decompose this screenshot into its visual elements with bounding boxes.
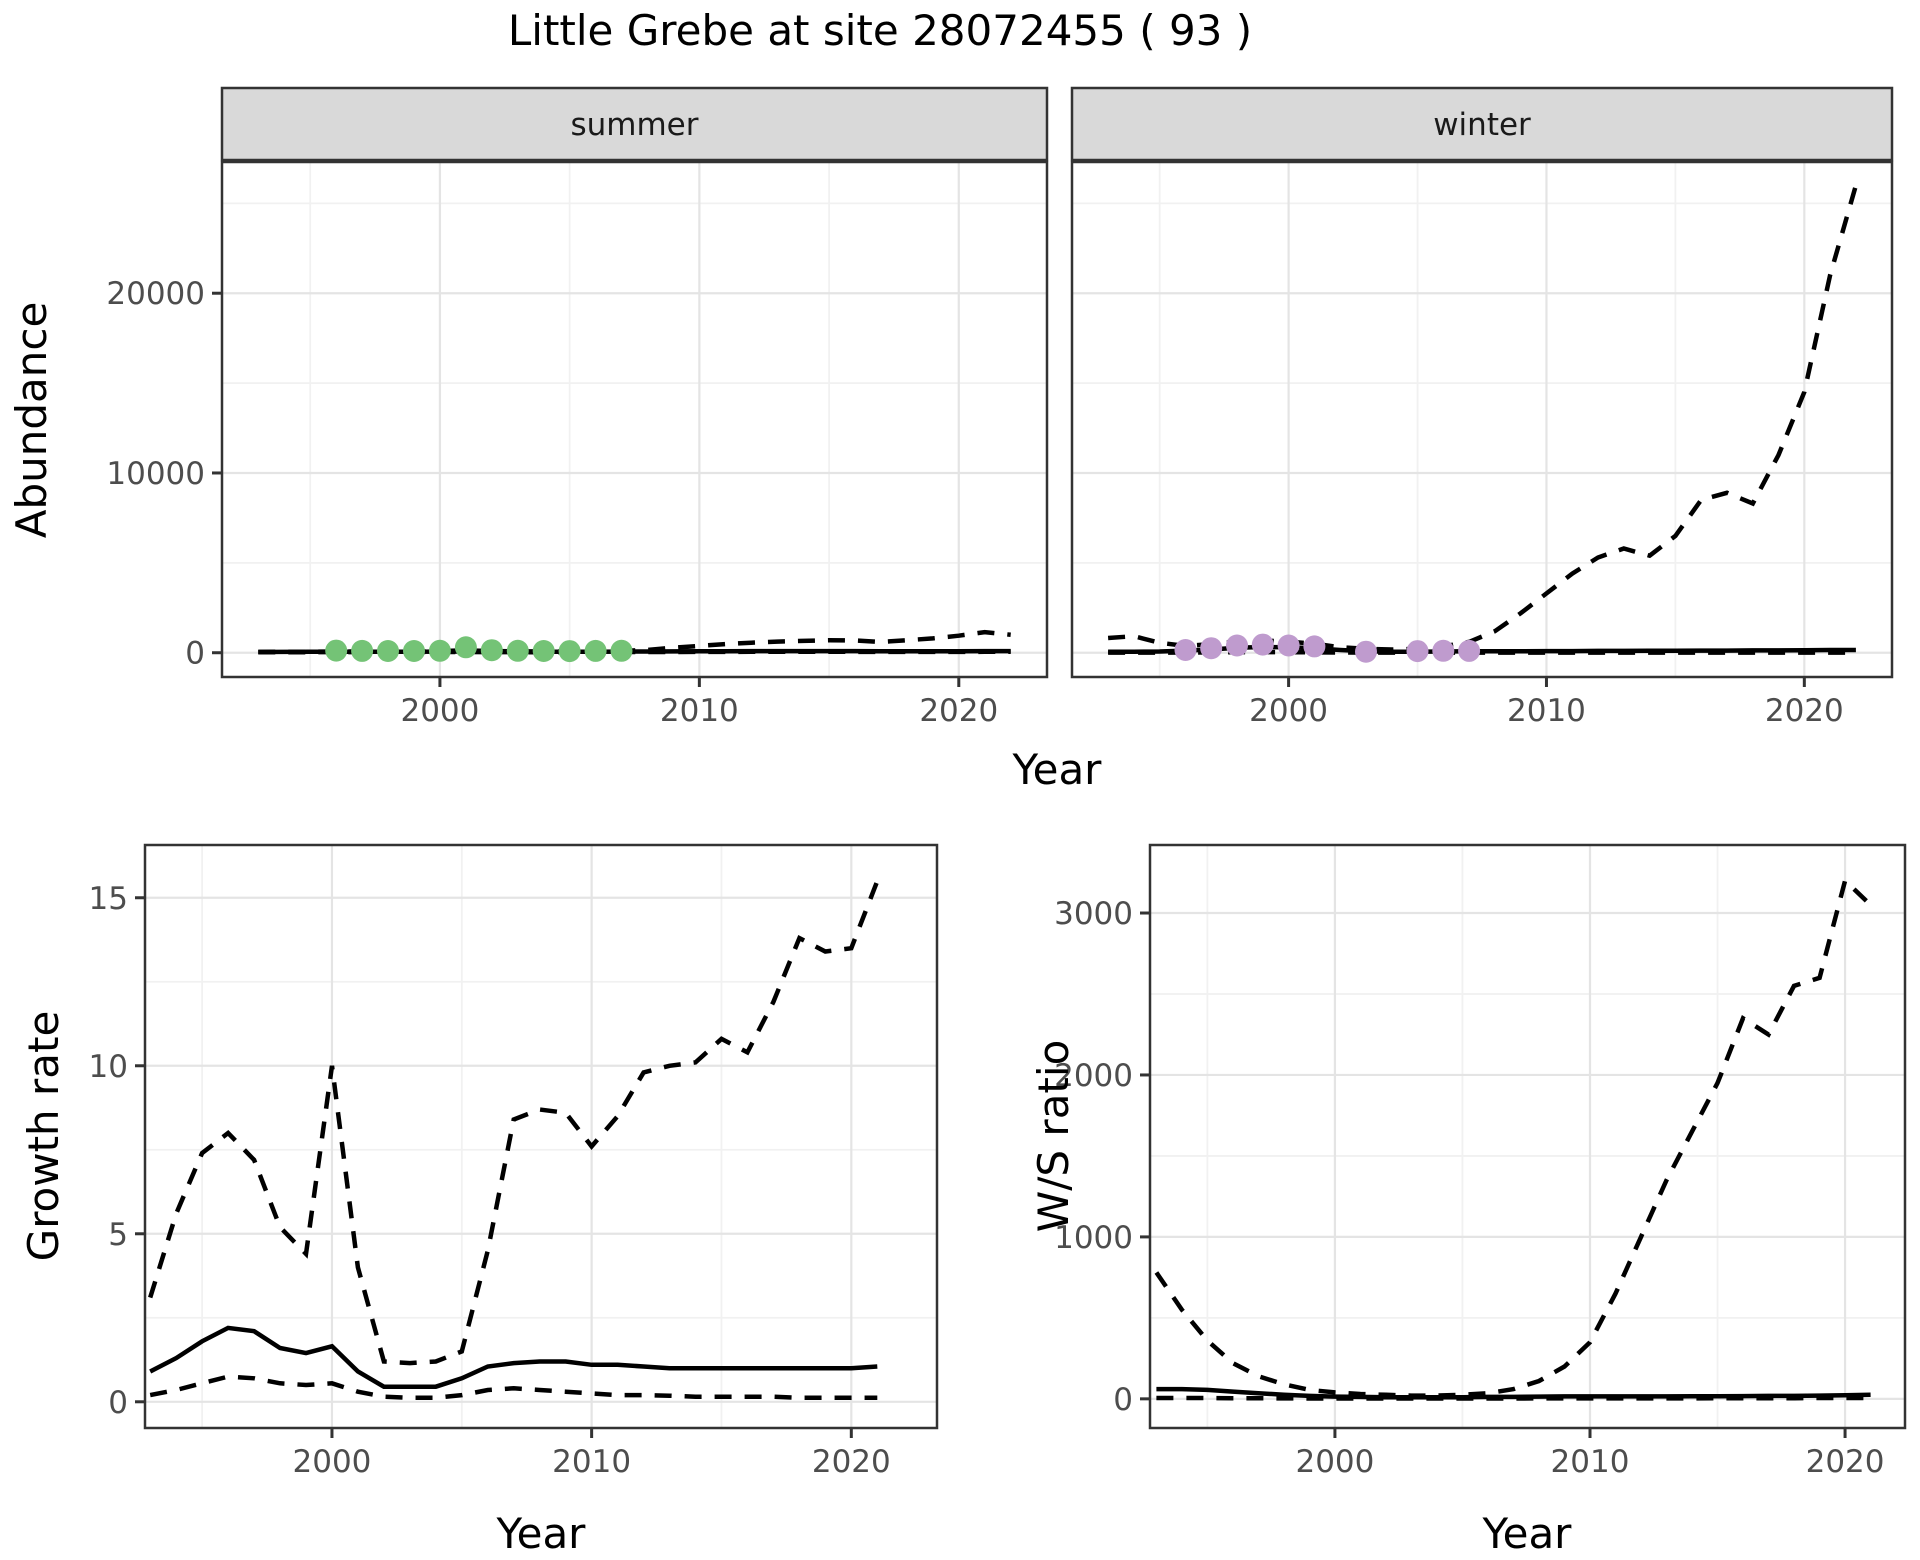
y-tick-label: 15 — [89, 881, 128, 917]
year-axis-title-bottom-left: Year — [496, 1509, 587, 1558]
y-tick-label: 5 — [108, 1217, 128, 1253]
abundance-summer-panel-border — [220, 160, 1049, 679]
data-point — [1355, 640, 1377, 663]
abundance-winter-facet-strip — [1070, 86, 1894, 162]
ws-ratio-axis-title: W/S ratio — [1029, 1040, 1078, 1233]
ws-ratio-median-line — [1156, 1386, 1871, 1400]
data-point — [610, 639, 633, 662]
data-point — [584, 639, 607, 662]
x-tick-label: 2020 — [919, 693, 998, 729]
growth-rate-axis-title: Growth rate — [19, 1011, 68, 1262]
y-tick-label: 2000 — [1054, 1058, 1133, 1094]
y-tick-label: 0 — [108, 1385, 128, 1421]
panel-ws-ratio: 2000 2010 2020 0 1000 2000 3000 — [1054, 843, 1907, 1480]
growth-rate-upper-ci-line — [148, 880, 880, 1366]
panel-abundance-summer: 2000 2010 2020 0 10000 20000 summer — [106, 86, 1049, 729]
panel-growth-rate: 2000 2010 2020 0 5 10 15 — [89, 843, 939, 1480]
y-tick-label: 10 — [89, 1049, 128, 1085]
year-axis-title-bottom-right: Year — [1482, 1509, 1573, 1558]
x-tick-label: 2000 — [400, 693, 479, 729]
data-point — [1303, 635, 1326, 658]
data-point — [403, 640, 425, 662]
growth-rate-panel-background — [145, 845, 937, 1428]
data-point — [506, 639, 529, 662]
y-tick-label: 0 — [1113, 1382, 1133, 1418]
abundance-winter-panel-background — [1072, 162, 1892, 677]
data-point — [325, 639, 348, 662]
growth-rate-lower-ci-line — [149, 1374, 878, 1401]
data-point — [1432, 639, 1455, 662]
observed-counts-winter — [1174, 633, 1481, 663]
data-point — [1226, 634, 1248, 657]
growth-rate-median-line — [149, 1325, 878, 1389]
data-point — [1458, 639, 1481, 662]
data-point — [558, 640, 581, 663]
abundance-summer-facet-strip — [220, 86, 1049, 162]
observed-counts-summer — [325, 636, 633, 663]
y-tick-label: 1000 — [1054, 1220, 1133, 1256]
abundance-axis-title: Abundance — [7, 302, 56, 539]
page-title: Little Grebe at site 28072455 ( 93 ) — [507, 6, 1253, 55]
growth-rate-panel-border — [143, 843, 939, 1430]
data-point — [532, 640, 555, 662]
y-tick-label: 3000 — [1054, 896, 1133, 932]
panel-abundance-winter: 2000 2010 2020 winter — [1070, 86, 1894, 729]
y-tick-label: 20000 — [106, 276, 205, 312]
x-tick-label: 2000 — [293, 1444, 372, 1480]
x-tick-label: 2010 — [552, 1444, 631, 1480]
abundance-winter-panel-border — [1070, 160, 1894, 679]
data-point — [351, 639, 374, 662]
data-point — [1174, 639, 1197, 661]
year-axis-title-top: Year — [1012, 745, 1103, 794]
facet-strip-label: winter — [1433, 107, 1531, 143]
abundance-summer-panel-background — [222, 162, 1047, 677]
ws-ratio-panel-background — [1150, 845, 1905, 1428]
data-point — [1406, 640, 1429, 663]
data-point — [377, 640, 399, 662]
y-tick-label: 0 — [185, 636, 205, 672]
data-point — [1277, 634, 1300, 657]
x-tick-label: 2010 — [660, 693, 739, 729]
x-tick-label: 2020 — [812, 1444, 891, 1480]
data-point — [428, 639, 451, 662]
x-tick-label: 2020 — [1806, 1444, 1885, 1480]
ws-ratio-panel-border — [1148, 843, 1907, 1430]
facet-strip-label: summer — [570, 107, 698, 143]
x-tick-label: 2010 — [1507, 693, 1586, 729]
x-tick-label: 2020 — [1765, 693, 1844, 729]
y-tick-label: 10000 — [106, 456, 205, 492]
x-tick-label: 2000 — [1295, 1444, 1374, 1480]
data-point — [1200, 637, 1223, 660]
data-point — [1251, 633, 1274, 656]
data-point — [480, 639, 503, 662]
data-point — [454, 636, 477, 659]
x-tick-label: 2010 — [1551, 1444, 1630, 1480]
x-tick-label: 2000 — [1249, 693, 1328, 729]
ws-ratio-upper-ci-line — [1154, 876, 1873, 1398]
